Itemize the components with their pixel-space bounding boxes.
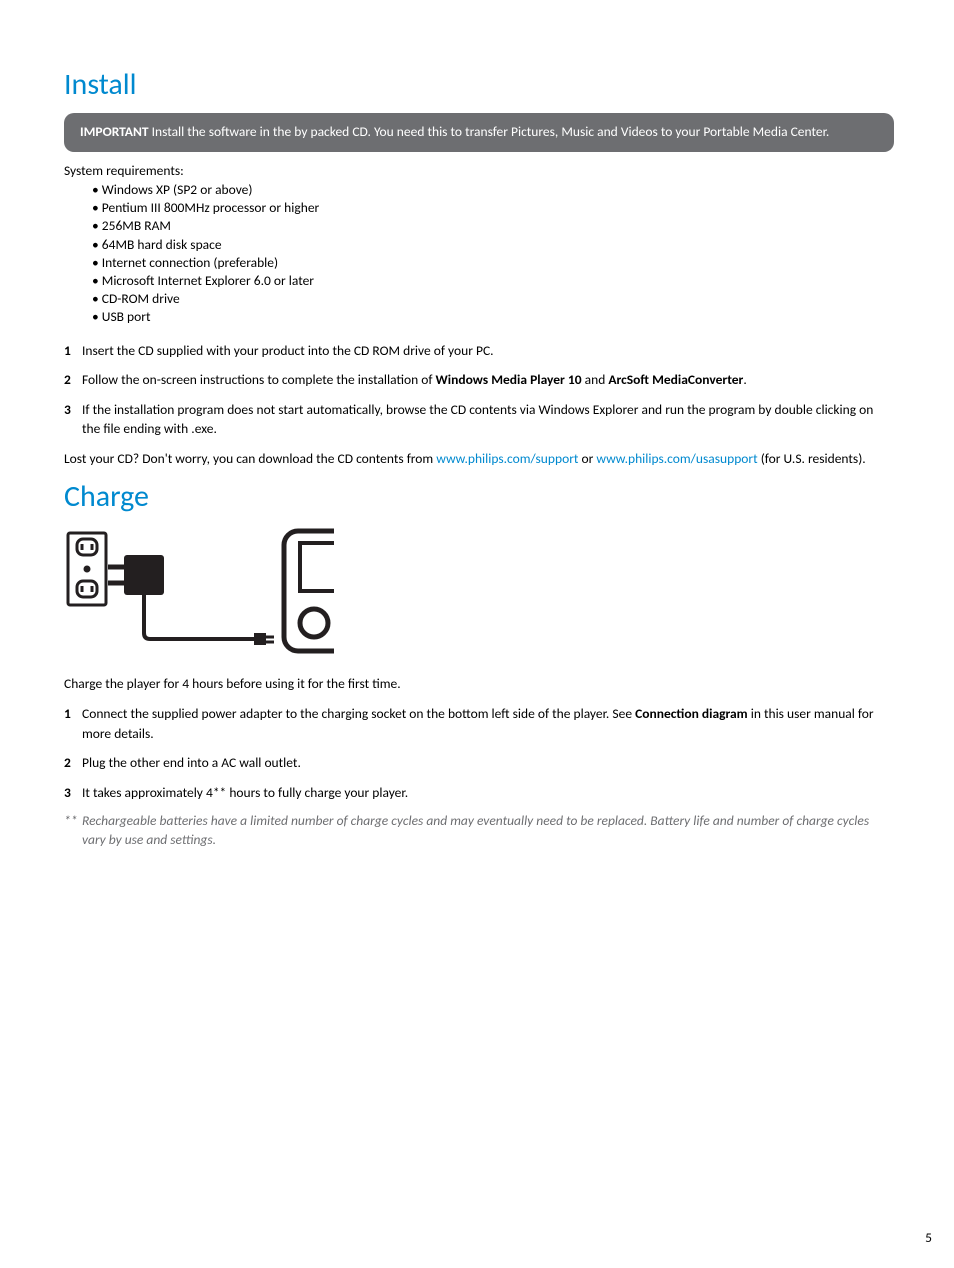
system-requirements-list: Windows XP (SP2 or above) Pentium III 80…: [64, 181, 894, 327]
step-text: Plug the other end into a AC wall outlet…: [82, 753, 894, 773]
footnote-mark: **: [64, 812, 82, 850]
step-number: 2: [64, 370, 80, 390]
step-text: If the installation program does not sta…: [82, 400, 894, 439]
step-text: Follow the on-screen instructions to com…: [82, 370, 894, 390]
important-callout: IMPORTANT Install the software in the by…: [64, 113, 894, 152]
step-text: Insert the CD supplied with your product…: [82, 341, 894, 361]
footnote-text: Rechargeable batteries have a limited nu…: [82, 812, 894, 850]
list-item: CD-ROM drive: [92, 290, 894, 308]
list-item: USB port: [92, 308, 894, 326]
step-number: 1: [64, 704, 80, 743]
important-label: IMPORTANT: [80, 123, 149, 140]
install-step-2: 2 Follow the on-screen instructions to c…: [64, 370, 894, 390]
charge-step-1: 1 Connect the supplied power adapter to …: [64, 704, 894, 743]
install-steps: 1 Insert the CD supplied with your produ…: [64, 341, 894, 439]
list-item: 64MB hard disk space: [92, 236, 894, 254]
step-number: 1: [64, 341, 80, 361]
charge-steps: 1 Connect the supplied power adapter to …: [64, 704, 894, 802]
charge-diagram: [64, 525, 894, 660]
system-requirements-label: System requirements:: [64, 162, 894, 179]
step-number: 3: [64, 783, 80, 803]
list-item: Windows XP (SP2 or above): [92, 181, 894, 199]
step-number: 2: [64, 753, 80, 773]
important-text: Install the software in the by packed CD…: [149, 123, 830, 140]
lost-cd-paragraph: Lost your CD? Don't worry, you can downl…: [64, 449, 894, 469]
charge-heading: Charge: [64, 478, 894, 515]
charge-intro: Charge the player for 4 hours before usi…: [64, 674, 894, 694]
page-number: 5: [925, 1229, 932, 1246]
step-text: Connect the supplied power adapter to th…: [82, 704, 894, 743]
list-item: Microsoft Internet Explorer 6.0 or later: [92, 272, 894, 290]
list-item: 256MB RAM: [92, 217, 894, 235]
charger-player-icon: [64, 525, 334, 655]
list-item: Internet connection (preferable): [92, 254, 894, 272]
support-link[interactable]: www.philips.com/support: [436, 450, 578, 467]
charge-step-2: 2 Plug the other end into a AC wall outl…: [64, 753, 894, 773]
list-item: Pentium III 800MHz processor or higher: [92, 199, 894, 217]
install-heading: Install: [64, 66, 894, 103]
charge-footnote: ** Rechargeable batteries have a limited…: [64, 812, 894, 850]
charge-step-3: 3 It takes approximately 4** hours to fu…: [64, 783, 894, 803]
usa-support-link[interactable]: www.philips.com/usasupport: [596, 450, 757, 467]
install-step-1: 1 Insert the CD supplied with your produ…: [64, 341, 894, 361]
step-number: 3: [64, 400, 80, 439]
step-text: It takes approximately 4** hours to full…: [82, 783, 894, 803]
install-step-3: 3 If the installation program does not s…: [64, 400, 894, 439]
